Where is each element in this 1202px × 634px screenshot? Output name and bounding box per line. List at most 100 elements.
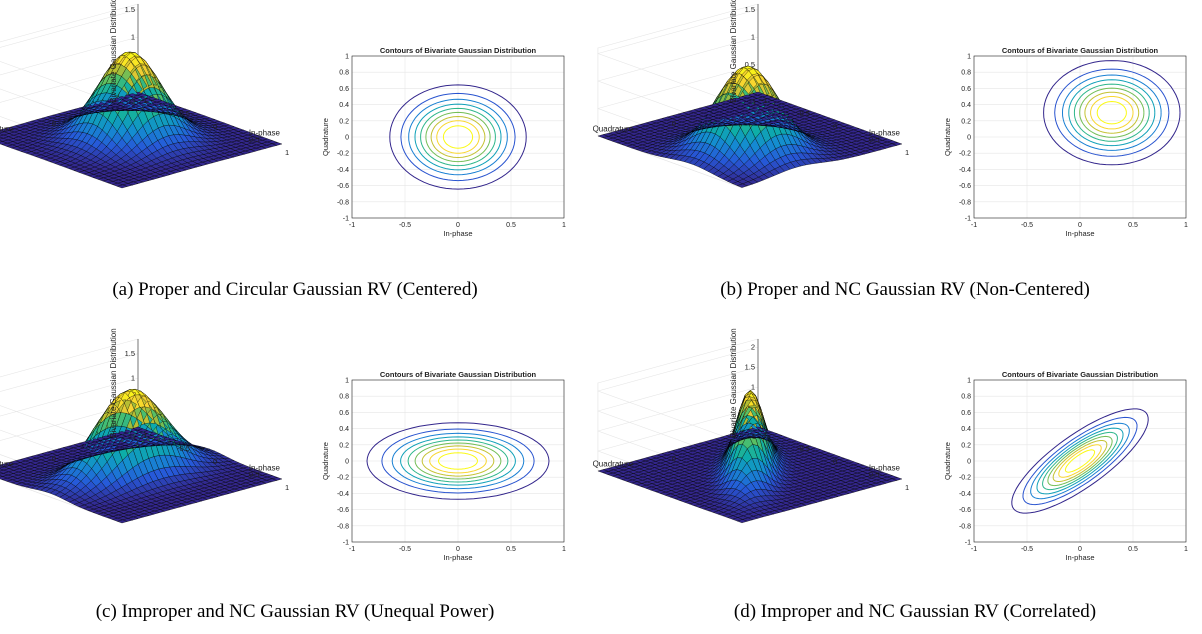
x-tick-label: 0 <box>833 122 837 131</box>
contour-line <box>1073 83 1150 142</box>
y-tick-label: -0.6 <box>337 507 349 514</box>
y-tick-label: 0.6 <box>339 410 349 417</box>
x-tick-label: -1 <box>761 431 768 440</box>
contour-line <box>414 442 502 480</box>
surface-patch <box>0 476 8 480</box>
contour-line <box>1030 422 1130 500</box>
y-tick-label: 0.2 <box>339 442 349 449</box>
contour-line <box>414 103 502 171</box>
x-tick-label: -0.5 <box>1021 222 1033 229</box>
z-gridline <box>597 346 759 444</box>
y-tick-label: 0 <box>672 454 676 463</box>
y-tick-label: -0.2 <box>959 151 971 158</box>
y-tick-label: -1 <box>129 432 136 441</box>
chart-title: Contours of Bivariate Gaussian Distribut… <box>1002 46 1159 55</box>
z-gridline <box>0 9 139 106</box>
surface-plot-b: 00.511.5-1-0.500.51-10In-phaseQuadrature… <box>593 0 909 189</box>
y-tick-label: -1 <box>749 97 756 106</box>
contour-line <box>389 84 527 190</box>
y-tick-label: -0.8 <box>337 199 349 206</box>
z-gridline <box>597 9 759 106</box>
y-axis-label: Quadrature <box>943 442 952 480</box>
x-tick-label: -0.5 <box>399 222 411 229</box>
contour-line <box>1079 87 1145 138</box>
y-tick-label: 0.4 <box>339 426 349 433</box>
y-tick-label: 0.8 <box>961 394 971 401</box>
x-axis-label: In-phase <box>249 129 281 138</box>
contour-line <box>408 98 508 176</box>
x-tick-label: 0.5 <box>506 546 516 553</box>
contour-line <box>407 439 509 483</box>
y-axis-label: Quadrature <box>943 118 952 156</box>
contour-line <box>1068 79 1156 147</box>
contour-line <box>1043 60 1181 166</box>
x-tick-label: 0 <box>456 222 460 229</box>
x-tick-label: -1 <box>971 222 977 229</box>
x-tick-label: -1 <box>349 222 355 229</box>
y-axis-label: Quadrature <box>0 460 14 469</box>
y-tick-label: 0.2 <box>339 118 349 125</box>
x-tick-label: 1 <box>905 483 909 492</box>
x-tick-label: 0 <box>1078 222 1082 229</box>
contour-line <box>421 445 495 477</box>
y-tick-label: 0.6 <box>961 410 971 417</box>
y-tick-label: 0.8 <box>339 394 349 401</box>
contour-line <box>429 448 487 474</box>
z-tick-label: 1.5 <box>125 5 135 14</box>
surface-plot-a: 00.511.5-1-0.500.51-10In-phaseQuadrature… <box>0 0 289 189</box>
contour-line <box>1054 68 1170 157</box>
y-tick-label: -0.4 <box>337 491 349 498</box>
surface-patch <box>0 136 4 140</box>
chart-title: Contours of Bivariate Gaussian Distribut… <box>1002 370 1159 379</box>
caption-c: (c) Improper and NC Gaussian RV (Unequal… <box>95 601 495 622</box>
y-tick-label: 0.8 <box>339 70 349 77</box>
contour-line <box>1047 435 1113 487</box>
x-tick-label: -1 <box>141 96 148 105</box>
surface-patch <box>0 130 5 134</box>
y-tick-label: 0 <box>52 454 56 463</box>
y-axis-label: Quadrature <box>321 442 330 480</box>
z-gridline <box>0 353 139 450</box>
x-tick-label: -1 <box>971 546 977 553</box>
x-tick-label: 0 <box>456 546 460 553</box>
y-tick-label: -0.2 <box>337 475 349 482</box>
contour-line <box>1042 431 1118 491</box>
x-tick-label: -1 <box>761 96 768 105</box>
y-tick-label: -0.6 <box>959 183 971 190</box>
x-tick-label: -0.5 <box>797 444 810 453</box>
z-tick-label: 1 <box>131 374 135 383</box>
y-tick-label: 0.2 <box>961 118 971 125</box>
y-tick-label: 0.4 <box>961 102 971 109</box>
contour-line <box>1061 74 1162 151</box>
contour-line <box>400 436 516 486</box>
y-tick-label: 0 <box>345 459 349 466</box>
x-axis-label: In-phase <box>443 229 472 238</box>
caption-b: (b) Proper and NC Gaussian RV (Non-Cente… <box>720 279 1090 300</box>
y-tick-label: -0.2 <box>959 475 971 482</box>
contour-line <box>381 428 535 494</box>
y-tick-label: 0 <box>52 119 56 128</box>
contour-plot-c: -1 -0.5 0 0.5 1 -1 -0.8 -0.6 -0.4 -0.2 0 0.2 0.4 0.6 0… <box>321 370 566 562</box>
y-tick-label: 0.6 <box>961 86 971 93</box>
x-tick-label: -1 <box>141 431 148 440</box>
surface-patch <box>0 471 4 475</box>
surface-patch <box>597 469 609 473</box>
x-tick-label: -0.5 <box>177 109 190 118</box>
x-axis-label: In-phase <box>869 129 901 138</box>
contour-line <box>1090 96 1134 130</box>
contour-line <box>1036 427 1124 495</box>
contour-line <box>1064 449 1096 473</box>
contour-plot-a: -1 -0.5 0 0.5 1 -1 -0.8 -0.6 -0.4 -0.2 0 0.2 0.4 0.6 0… <box>321 46 566 238</box>
x-tick-label: 0.5 <box>249 470 259 479</box>
y-tick-label: -1 <box>749 432 756 441</box>
surface-plot-c: 00.511.5-1-0.500.51-10In-phaseQuadrature… <box>0 328 289 524</box>
x-tick-label: -0.5 <box>399 546 411 553</box>
caption-a: (a) Proper and Circular Gaussian RV (Cen… <box>112 279 478 300</box>
contour-line <box>1058 444 1102 478</box>
y-tick-label: 0.4 <box>961 426 971 433</box>
chart-title: Contours of Bivariate Gaussian Distribut… <box>380 370 537 379</box>
y-tick-label: -1 <box>343 216 349 223</box>
y-tick-label: -0.8 <box>337 523 349 530</box>
contour-line <box>420 107 496 167</box>
contour-line <box>400 92 516 182</box>
